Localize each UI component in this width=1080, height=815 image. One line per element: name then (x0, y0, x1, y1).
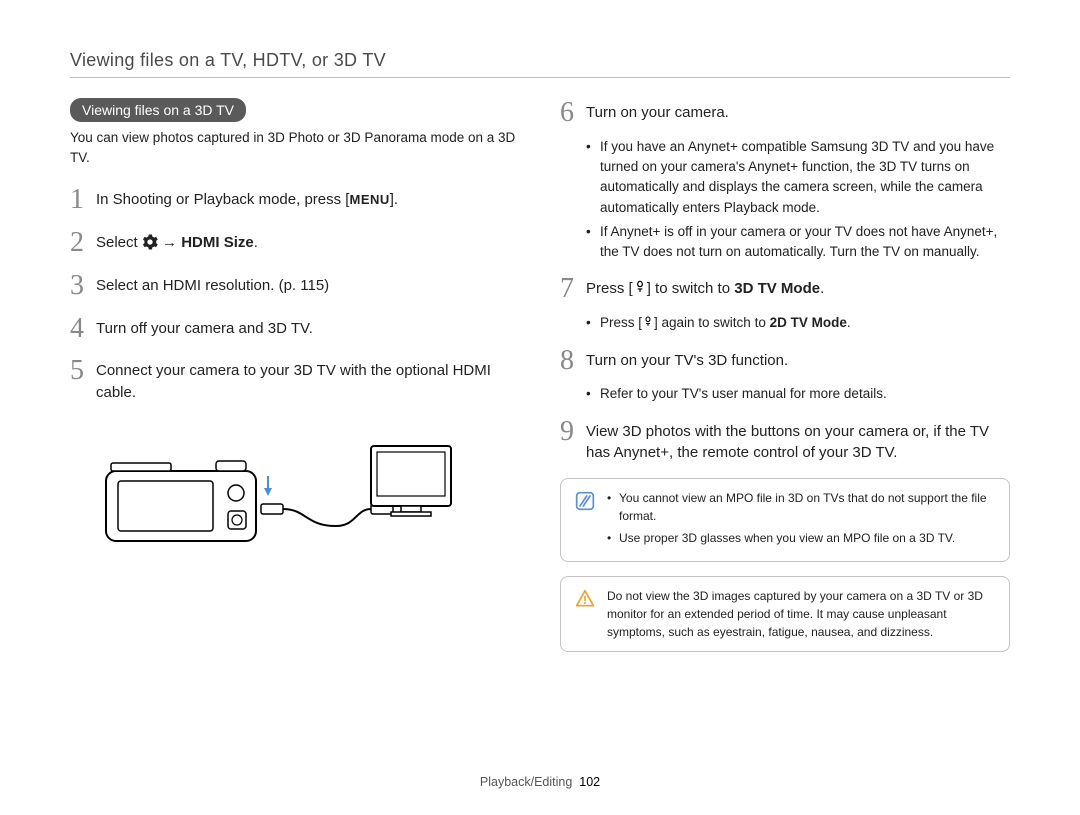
step-number: 1 (70, 185, 96, 216)
step2-pre: Select (96, 234, 142, 251)
menu-icon: MENU (349, 191, 389, 210)
step2-arrow: → (158, 234, 181, 251)
step7-sub-post: ] again to switch to (654, 315, 770, 330)
step-number: 4 (70, 314, 96, 345)
page-number: 102 (579, 775, 600, 789)
gear-icon (142, 232, 158, 254)
list-item: If Anynet+ is off in your camera or your… (586, 222, 1010, 263)
step-6: 6 Turn on your camera. (560, 98, 1010, 129)
step-9: 9 View 3D photos with the buttons on you… (560, 417, 1010, 465)
step-7-bullets: Press [ ] again to switch to 2D TV Mode. (560, 313, 1010, 334)
step1-pre: In Shooting or Playback mode, press [ (96, 191, 349, 208)
step-body: In Shooting or Playback mode, press [MEN… (96, 185, 398, 211)
note-icon (575, 491, 595, 516)
page-header: Viewing files on a TV, HDTV, or 3D TV (70, 50, 1010, 78)
step-4: 4 Turn off your camera and 3D TV. (70, 314, 520, 345)
footer-label: Playback/Editing (480, 775, 572, 789)
step2-bold: HDMI Size (181, 234, 254, 251)
left-column: Viewing files on a 3D TV You can view ph… (70, 98, 520, 652)
step7-end: . (820, 280, 824, 297)
step-number: 6 (560, 98, 586, 129)
list-item: Press [ ] again to switch to 2D TV Mode. (586, 313, 1010, 334)
macro-icon (633, 278, 647, 300)
step-number: 8 (560, 346, 586, 377)
step2-post: . (254, 234, 258, 251)
content-columns: Viewing files on a 3D TV You can view ph… (70, 98, 1010, 652)
step-2: 2 Select → HDMI Size. (70, 228, 520, 259)
step-6-bullets: If you have an Anynet+ compatible Samsun… (560, 137, 1010, 263)
step-body: Turn on your TV's 3D function. (586, 346, 788, 372)
step7-sub-end: . (847, 315, 851, 330)
section-pill: Viewing files on a 3D TV (70, 98, 246, 122)
step-5: 5 Connect your camera to your 3D TV with… (70, 356, 520, 404)
warning-box: Do not view the 3D images captured by yo… (560, 576, 1010, 652)
step-1: 1 In Shooting or Playback mode, press [M… (70, 185, 520, 216)
intro-text: You can view photos captured in 3D Photo… (70, 128, 520, 167)
step-number: 7 (560, 274, 586, 305)
note-list: You cannot view an MPO file in 3D on TVs… (607, 489, 995, 551)
step-body: Turn on your camera. (586, 98, 729, 124)
step-body: Connect your camera to your 3D TV with t… (96, 356, 520, 404)
step-number: 9 (560, 417, 586, 448)
step-body: Press [ ] to switch to 3D TV Mode. (586, 274, 824, 300)
step-number: 2 (70, 228, 96, 259)
right-column: 6 Turn on your camera. If you have an An… (560, 98, 1010, 652)
step7-sub-bold: 2D TV Mode (770, 315, 847, 330)
page-footer: Playback/Editing 102 (0, 775, 1080, 789)
step-7: 7 Press [ ] to switch to 3D TV Mode. (560, 274, 1010, 305)
macro-icon (642, 313, 654, 333)
step7-pre: Press [ (586, 280, 633, 297)
step7-bold: 3D TV Mode (734, 280, 820, 297)
list-item: If you have an Anynet+ compatible Samsun… (586, 137, 1010, 218)
warning-icon (575, 589, 595, 614)
step-body: Select an HDMI resolution. (p. 115) (96, 271, 329, 297)
step-body: Select → HDMI Size. (96, 228, 258, 254)
step-8-bullets: Refer to your TV's user manual for more … (560, 384, 1010, 404)
step-3: 3 Select an HDMI resolution. (p. 115) (70, 271, 520, 302)
step1-post: ]. (390, 191, 398, 208)
step7-sub-pre: Press [ (600, 315, 642, 330)
list-item: Refer to your TV's user manual for more … (586, 384, 1010, 404)
connection-diagram (70, 416, 520, 581)
step-number: 3 (70, 271, 96, 302)
step7-post: ] to switch to (647, 280, 735, 297)
step-body: Turn off your camera and 3D TV. (96, 314, 313, 340)
step-number: 5 (70, 356, 96, 387)
step-body: View 3D photos with the buttons on your … (586, 417, 1010, 465)
step-8: 8 Turn on your TV's 3D function. (560, 346, 1010, 377)
list-item: Use proper 3D glasses when you view an M… (607, 529, 995, 547)
list-item: You cannot view an MPO file in 3D on TVs… (607, 489, 995, 525)
warning-text: Do not view the 3D images captured by yo… (607, 587, 995, 641)
note-box: You cannot view an MPO file in 3D on TVs… (560, 478, 1010, 562)
